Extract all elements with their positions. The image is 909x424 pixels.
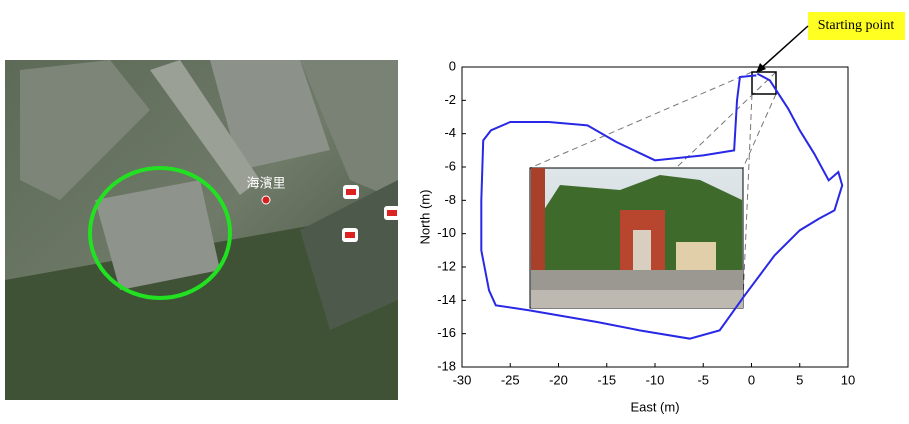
x-tick-label: -10 <box>646 372 665 387</box>
x-tick-label: -20 <box>549 372 568 387</box>
satellite-image: 海濱里 <box>5 60 400 400</box>
y-tick-label: -6 <box>444 158 456 173</box>
x-tick-label: -30 <box>453 372 472 387</box>
y-tick-label: -16 <box>437 325 456 340</box>
y-tick-label: -14 <box>437 292 456 307</box>
map-label: 海濱里 <box>246 175 285 190</box>
x-tick-label: 5 <box>796 372 803 387</box>
y-axis-label: North (m) <box>417 190 432 245</box>
y-tick-label: -10 <box>437 225 456 240</box>
x-tick-label: -5 <box>697 372 709 387</box>
figure: 海濱里 Starting point East (m) North (m) -3… <box>0 0 909 419</box>
x-tick-label: 0 <box>748 372 755 387</box>
y-tick-label: 0 <box>449 58 456 73</box>
y-tick-label: -2 <box>444 92 456 107</box>
annotation: Starting point <box>818 18 895 33</box>
y-tick-label: -4 <box>444 125 456 140</box>
y-tick-label: -12 <box>437 258 456 273</box>
x-axis-label: East (m) <box>630 399 679 414</box>
x-tick-label: -25 <box>501 372 520 387</box>
y-tick-label: -18 <box>437 358 456 373</box>
inset-photo <box>530 72 776 308</box>
x-tick-label: 10 <box>841 372 855 387</box>
y-tick-label: -8 <box>444 192 456 207</box>
annotation-arrow <box>759 26 808 70</box>
x-tick-label: -15 <box>597 372 616 387</box>
